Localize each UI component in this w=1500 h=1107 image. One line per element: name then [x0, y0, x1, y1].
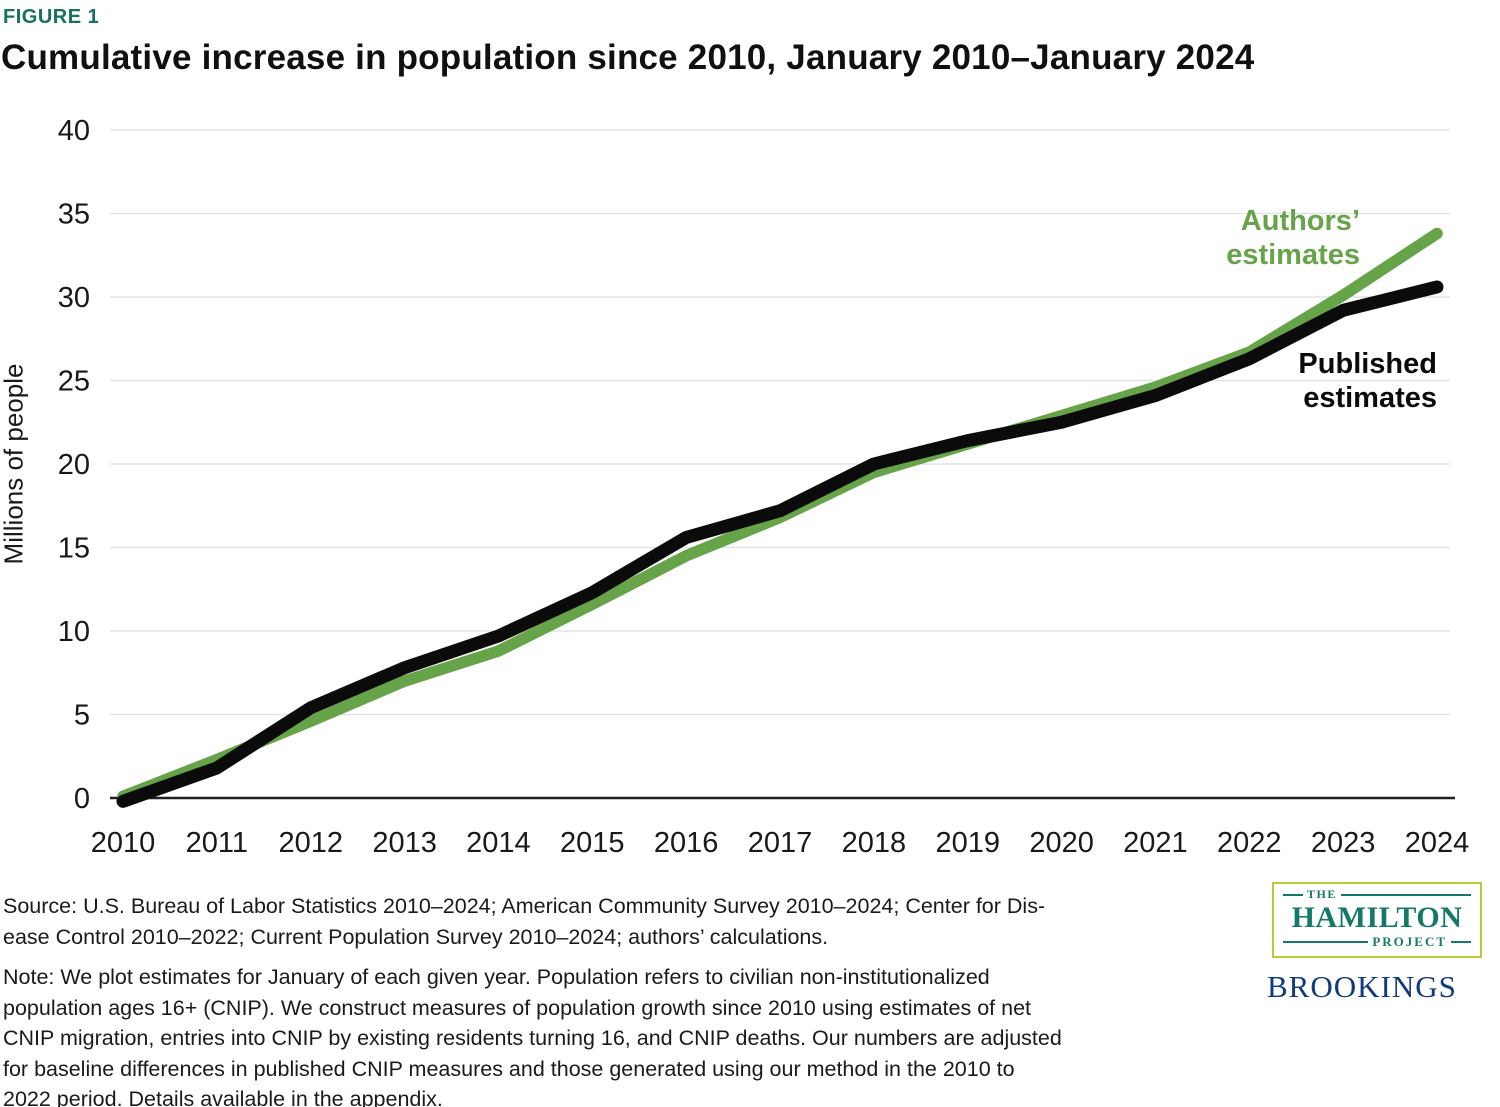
y-axis-label: Millions of people: [0, 363, 29, 565]
chart-title: Cumulative increase in population since …: [1, 38, 1255, 77]
legend-authors-estimates: Authors’ estimates: [1226, 205, 1360, 272]
hamilton-logo-project: PROJECT: [1372, 933, 1447, 949]
logo-dash-left: [1283, 893, 1303, 896]
x-tick-2022: 2022: [1217, 827, 1282, 859]
x-tick-2019: 2019: [935, 827, 1000, 859]
logo-dash-left2: [1283, 940, 1369, 943]
logo-dash-right: [1340, 893, 1471, 896]
y-tick-10: 10: [58, 616, 90, 648]
source-text: Source: U.S. Bureau of Labor Statistics …: [3, 894, 1046, 949]
x-tick-2023: 2023: [1311, 827, 1376, 859]
note-text: Note: We plot estimates for January of e…: [3, 965, 1062, 1107]
x-tick-2017: 2017: [748, 827, 813, 859]
hamilton-logo-project-row: PROJECT: [1283, 934, 1471, 950]
x-tick-2010: 2010: [91, 827, 156, 859]
hamilton-logo-name: HAMILTON: [1291, 901, 1463, 934]
y-tick-20: 20: [58, 449, 90, 481]
logo-dash-right2: [1451, 940, 1471, 943]
chart-area: 0 5 10 15 20 25 30 35 40 2010 2011 2012 2013 2014 2015…: [0, 115, 1470, 859]
y-tick-15: 15: [58, 533, 90, 565]
y-tick-40: 40: [58, 115, 90, 147]
figure-label: FIGURE 1: [3, 6, 100, 28]
brookings-logo: BROOKINGS: [1267, 969, 1457, 1004]
y-tick-30: 30: [58, 282, 90, 314]
hamilton-project-logo: THE HAMILTON PROJECT: [1272, 882, 1482, 958]
x-tick-2012: 2012: [278, 827, 343, 859]
hamilton-logo-the: THE: [1307, 887, 1337, 901]
y-tick-5: 5: [74, 700, 90, 732]
hamilton-logo-the-row: THE: [1283, 887, 1471, 902]
x-tick-2024: 2024: [1405, 827, 1470, 859]
y-tick-0: 0: [74, 783, 90, 815]
line-chart-svg: 0 5 10 15 20 25 30 35 40 2010 2011 2012 2013 2014 2015…: [58, 115, 1470, 859]
y-tick-35: 35: [58, 199, 90, 231]
x-tick-2014: 2014: [466, 827, 531, 859]
legend-published-estimates: Published estimates: [1298, 348, 1437, 415]
x-tick-2015: 2015: [560, 827, 625, 859]
x-tick-2013: 2013: [372, 827, 437, 859]
x-tick-2018: 2018: [842, 827, 907, 859]
published-estimates-line: [116, 280, 1444, 808]
y-tick-25: 25: [58, 366, 90, 398]
x-tick-2016: 2016: [654, 827, 719, 859]
x-tick-2020: 2020: [1029, 827, 1094, 859]
x-tick-2021: 2021: [1123, 827, 1188, 859]
x-tick-2011: 2011: [186, 827, 248, 859]
